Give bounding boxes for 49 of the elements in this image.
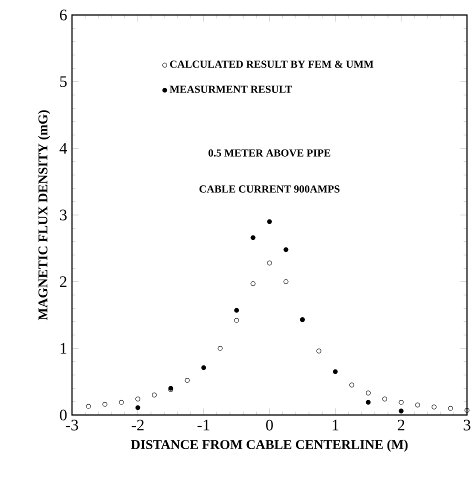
point — [218, 346, 223, 351]
point — [152, 392, 157, 398]
point — [432, 404, 436, 410]
point — [201, 365, 206, 370]
y-tick-label: 5 — [60, 76, 67, 87]
y-tick-label: 2 — [60, 276, 66, 287]
x-tick-label: 2 — [398, 420, 404, 430]
y-axis-title: MAGNETIC FLUX DENSITY (mG) — [38, 110, 50, 320]
x-axis-title: DISTANCE FROM CABLE CENTERLINE (M) — [130, 440, 408, 452]
legend-label: CALCULATED RESULT BY FEM & UMM — [170, 60, 374, 68]
point — [316, 348, 322, 354]
x-tick-label: -1 — [198, 420, 210, 430]
point — [349, 382, 354, 388]
y-tick-label: 0 — [60, 410, 67, 420]
point — [284, 279, 288, 284]
point — [86, 404, 91, 409]
point — [366, 400, 371, 405]
x-tick-label: 0 — [266, 420, 273, 430]
point — [448, 406, 453, 411]
point — [332, 369, 338, 374]
point — [234, 308, 239, 313]
y-tick-label: 4 — [60, 143, 68, 154]
point — [135, 396, 140, 402]
point — [102, 402, 108, 407]
y-tick-label: 1 — [60, 343, 66, 354]
x-tick-label: 1 — [332, 420, 338, 430]
point — [284, 247, 288, 252]
point — [234, 318, 239, 323]
x-tick-label: -2 — [132, 420, 144, 430]
x-tick-label: 3 — [464, 420, 470, 430]
legend-label: MEASURMENT RESULT — [170, 86, 292, 93]
x-tick-label: -3 — [66, 420, 78, 430]
point — [464, 408, 470, 413]
point — [184, 378, 190, 383]
y-tick-label: 6 — [60, 10, 67, 20]
point — [267, 260, 272, 266]
point — [398, 400, 404, 405]
annotation: CABLE CURRENT 900AMPS — [199, 185, 340, 193]
point — [118, 400, 124, 405]
point — [267, 219, 272, 224]
point — [366, 390, 371, 396]
point — [382, 396, 388, 402]
point — [398, 408, 404, 414]
point — [250, 235, 256, 240]
point — [415, 402, 420, 408]
y-tick-label: 3 — [60, 210, 67, 220]
point — [135, 405, 140, 410]
annotation: 0.5 METER ABOVE PIPE — [208, 149, 330, 157]
point — [250, 281, 256, 286]
